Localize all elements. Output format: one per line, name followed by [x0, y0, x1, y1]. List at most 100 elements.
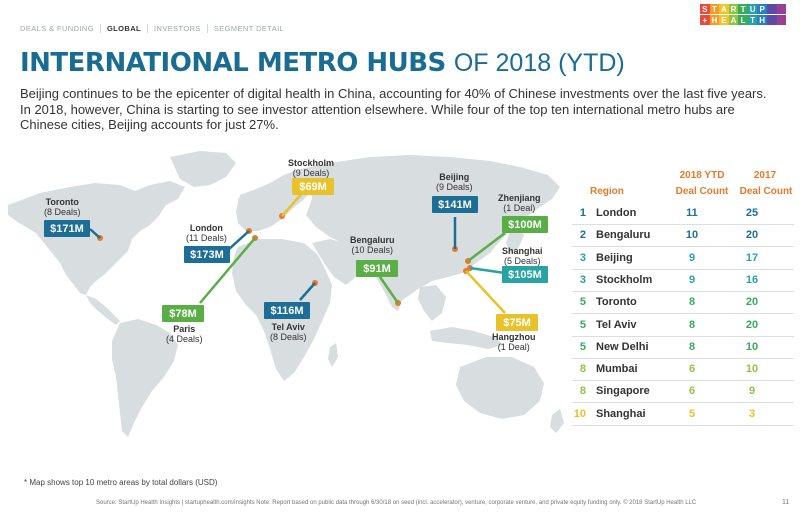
table-rank: 3 — [579, 273, 586, 286]
table-rank: 5 — [579, 318, 586, 331]
table-rank: 8 — [579, 385, 586, 398]
badge-zhenjiang: $100M — [502, 216, 548, 233]
page-title-rest: OF 2018 (YTD) — [453, 49, 625, 77]
table-deals-2017: 20 — [745, 229, 759, 242]
southeast-asia-shape — [418, 285, 446, 321]
callout-lines — [89, 190, 506, 314]
header-deal-count-2017: Deal Count — [739, 186, 793, 197]
line-zhenjiang — [467, 232, 506, 262]
header-2018-ytd: 2018 YTD — [679, 170, 725, 181]
tab-global[interactable]: GLOBAL — [101, 24, 149, 33]
table-rank: 1 — [579, 207, 586, 219]
badge-shanghai: $105M — [502, 266, 548, 283]
table-deals-2017: 3 — [748, 407, 756, 420]
table-rank: 2 — [579, 229, 586, 242]
badge-telaviv: $116M — [264, 302, 310, 319]
table-region: Tel Aviv — [596, 318, 637, 331]
label-stockholm: Stockholm (9 Deals) — [288, 158, 335, 178]
label-telaviv: Tel Aviv (8 Deals) — [270, 322, 307, 342]
label-beijing: Beijing (9 Deals) — [436, 172, 473, 192]
madagascar-shape — [328, 343, 338, 367]
header-2017: 2017 — [753, 170, 777, 181]
table-row: 2 Bengaluru 10 20 — [572, 224, 794, 248]
logo-tile: + — [700, 15, 710, 25]
badge-bengaluru: $91M — [356, 260, 398, 277]
logo-tile: L — [738, 15, 748, 25]
table-deals-2018: 9 — [688, 251, 696, 264]
table-row: 8 Singapore 6 9 — [572, 380, 794, 404]
table-deals-2018: 9 — [688, 273, 696, 286]
table-deals-2018: 5 — [688, 407, 696, 420]
tab-segment-detail[interactable]: SEGMENT DETAIL — [213, 24, 285, 33]
line-shanghai — [469, 266, 506, 275]
badge-hangzhou: $75M — [496, 314, 538, 331]
indonesia-shape — [430, 327, 504, 349]
map-footnote: * Map shows top 10 metro areas by total … — [24, 478, 218, 487]
label-zhenjiang: Zhenjiang (1 Deal) — [498, 193, 541, 213]
intro-paragraph: Beijing continues to be the epicenter of… — [20, 86, 767, 132]
logo-tile: A — [719, 4, 729, 14]
logo-tile: H — [757, 15, 767, 25]
logo-tile: T — [709, 4, 720, 14]
table-region: Stockholm — [596, 273, 653, 286]
badge-paris: $78M — [162, 305, 204, 322]
table-region: London — [596, 207, 637, 219]
line-bengaluru — [378, 276, 400, 304]
label-shanghai: Shanghai (5 Deals) — [502, 246, 543, 266]
line-london — [227, 230, 250, 251]
table-row: 8 Mumbai 6 10 — [572, 358, 794, 382]
australia-shape — [456, 357, 544, 419]
table-deals-2018: 6 — [688, 363, 696, 376]
table-region: New Delhi — [596, 340, 649, 353]
table-rank: 8 — [579, 363, 586, 376]
greenland-shape — [170, 151, 236, 187]
uk-shape — [238, 195, 250, 215]
table-deals-2017: 10 — [745, 340, 759, 353]
line-stockholm — [281, 190, 305, 217]
new-zealand-shape — [550, 409, 564, 433]
table-region: Mumbai — [596, 363, 638, 376]
table-deals-2018: 8 — [688, 296, 696, 309]
asia-shape — [300, 155, 560, 307]
logo-tile: E — [719, 15, 729, 25]
north-america-shape — [8, 181, 185, 295]
logo-tile: A — [728, 15, 739, 25]
table-row: 5 Tel Aviv 8 20 — [572, 314, 794, 337]
table-region: Shanghai — [596, 407, 646, 420]
header-region: Region — [590, 186, 624, 197]
tab-investors[interactable]: INVESTORS — [148, 24, 208, 33]
table-deals-2018: 8 — [688, 340, 696, 353]
logo-tile: U — [747, 4, 758, 14]
middle-east-shape — [312, 239, 362, 285]
table-deals-2018: 6 — [688, 385, 696, 398]
page-number: 11 — [782, 499, 790, 506]
section-nav: DEALS & FUNDING GLOBAL INVESTORS SEGMENT… — [20, 24, 290, 33]
header-deal-count-2018: Deal Count — [675, 186, 729, 197]
label-toronto: Toronto (8 Deals) — [44, 197, 81, 217]
label-london: London (11 Deals) — [186, 223, 227, 243]
label-bengaluru: Bengaluru (10 Deals) — [350, 235, 395, 255]
table-row: 5 Toronto 8 20 — [572, 291, 794, 315]
line-paris — [199, 237, 256, 304]
logo-tile: T — [738, 4, 748, 14]
badge-toronto: $171M — [44, 220, 90, 237]
line-toronto — [89, 228, 101, 239]
table-row: 1 London 11 25 — [572, 202, 794, 225]
page-title: INTERNATIONAL METRO HUBS OF 2018 (YTD) — [20, 46, 625, 79]
table-rank: 10 — [573, 407, 586, 420]
badge-london: $173M — [184, 246, 230, 263]
source-note: Source: StartUp Health Insights | startu… — [96, 500, 697, 506]
table-deals-2017: 25 — [745, 207, 759, 219]
logo-tile: P — [757, 4, 767, 14]
table-deals-2018: 11 — [686, 207, 698, 219]
table-deals-2017: 10 — [745, 363, 759, 376]
badge-beijing: $141M — [432, 196, 478, 213]
table-deals-2017: 16 — [745, 273, 759, 286]
tab-deals-funding[interactable]: DEALS & FUNDING — [20, 24, 101, 33]
logo-tile: S — [700, 4, 710, 14]
logo-tile — [766, 15, 777, 25]
label-hangzhou: Hangzhou (1 Deal) — [492, 332, 536, 352]
table-region: Beijing — [596, 251, 633, 264]
table-deals-2017: 20 — [745, 318, 759, 331]
